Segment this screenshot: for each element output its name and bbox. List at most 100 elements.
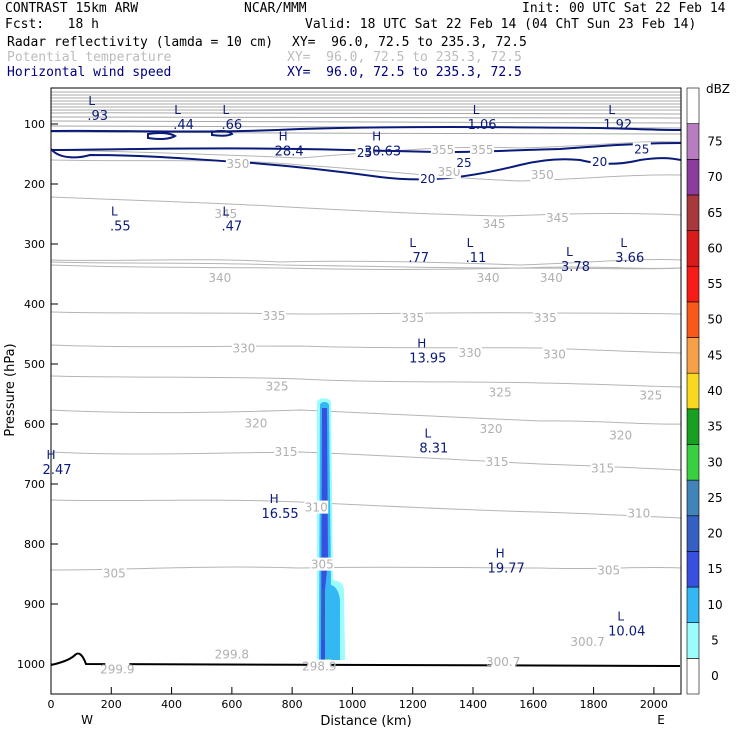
isentrope-label: 340 [540, 271, 563, 285]
isentrope-label-bg [479, 422, 504, 435]
isentrope-label-bg [430, 143, 455, 156]
isentrope-label: 355 [471, 143, 494, 157]
isentrope-label: 320 [245, 417, 268, 431]
colorbar-swatch [686, 408, 700, 445]
field-name-theta: Potential temperature [7, 50, 172, 65]
extremum-type: H [372, 130, 381, 144]
model-title: CONTRAST 15km ARW [5, 1, 139, 16]
colorbar-swatch [686, 265, 700, 303]
isentrope-label: 330 [232, 342, 255, 356]
colorbar-swatch [686, 515, 700, 552]
extremum-type: L [424, 427, 431, 441]
colorbar-unit: dBZ [706, 82, 730, 96]
colorbar-swatch [686, 194, 700, 231]
extremum-value: .77 [408, 251, 429, 266]
colorbar-swatch [686, 230, 700, 267]
x-tick-label: 800 [282, 698, 303, 711]
extremum-value: 16.55 [261, 507, 298, 522]
extremum-type: L [223, 103, 230, 117]
isentrope-label: 340 [208, 271, 231, 285]
extremum-type: L [473, 103, 480, 117]
extremum-value: 1.92 [603, 118, 632, 133]
wind-contour-label: 20 [592, 155, 607, 169]
extremum-value: .11 [466, 251, 487, 266]
valid-time: Valid: 18 UTC Sat 22 Feb 14 (04 ChT Sun … [305, 17, 697, 32]
colorbar-top-cap [686, 87, 700, 124]
x-tick-label: 1800 [580, 698, 608, 711]
y-tick-label: 300 [24, 238, 45, 251]
isentrope-label: 330 [459, 346, 482, 360]
x-axis-west-label: W [81, 713, 93, 727]
colorbar-level-label: 25 [707, 491, 722, 505]
y-tick-label: 100 [24, 118, 45, 131]
field-name-wind: Horizontal wind speed [7, 65, 172, 80]
colorbar-level-label: 35 [707, 420, 722, 434]
isentrope-label: 325 [639, 388, 662, 402]
extremum-type: H [270, 492, 279, 506]
isentrope-lines [51, 141, 681, 571]
stratosphere-isentropes [51, 91, 681, 135]
isentrope-label-bg [207, 270, 232, 284]
isentrope-label: 320 [609, 429, 632, 443]
isentrope-label: 310 [627, 507, 650, 521]
isentrope-label-bg [262, 309, 287, 323]
colorbar-level-label: 10 [707, 598, 722, 612]
isentrope-label-bg [542, 347, 567, 361]
isentrope-label: 325 [266, 379, 289, 393]
field-xy-wind: XY= 96.0, 72.5 to 235.3, 72.5 [287, 65, 522, 80]
y-tick-label: 400 [24, 298, 45, 311]
isentrope-label-bg [545, 210, 570, 224]
isentrope-label-bg [596, 563, 621, 577]
axes: 0 200 400 600 800 1000 1200 1400 1600 1800 2000 100… [17, 118, 668, 711]
init-time: Init: 00 UTC Sat 22 Feb 14 [522, 1, 726, 16]
isentrope-label-bg [476, 270, 501, 284]
colorbar-swatch [686, 301, 700, 338]
isentrope-label: 345 [483, 217, 506, 231]
y-axis-title: Pressure (hPa) [3, 343, 18, 436]
x-tick-label: 1200 [399, 698, 427, 711]
extremum-value: 1.06 [468, 118, 497, 133]
colorbar-swatch [686, 337, 700, 374]
isentrope-label-bg [102, 566, 127, 580]
isentrope-label-bg [470, 143, 495, 156]
isentrope-label-bg [491, 654, 516, 668]
extremum-type: L [174, 103, 181, 117]
wind-contour-label: 25 [456, 156, 471, 170]
extremum-value: 2.47 [43, 463, 72, 478]
colorbar-level-label: 65 [707, 206, 722, 220]
isentrope-labels: 355 355 350 350 350 345 345 345 340 340 340 335 335 3… [100, 143, 663, 677]
x-tick-label: 400 [161, 698, 182, 711]
isentrope-label: 305 [311, 558, 334, 572]
isentrope-label: 330 [543, 348, 566, 362]
extremum-value: 28.4 [275, 145, 304, 160]
isentrope-label: 299.8 [215, 648, 249, 662]
isentrope-label-bg [575, 635, 600, 648]
extremum-type: L [617, 610, 624, 624]
colorbar-level-label: 45 [707, 348, 722, 362]
isentrope-label-bg [638, 388, 663, 402]
extremum-type: H [47, 448, 56, 462]
colorbar-swatch [686, 372, 700, 410]
x-tick-label: 1400 [459, 698, 487, 711]
extremum-type: L [620, 236, 627, 250]
isentrope-label: 335 [534, 311, 557, 325]
isentrope-label-bg [539, 270, 564, 284]
colorbar-level-label: 55 [707, 277, 722, 291]
isentrope-label-bg [485, 455, 510, 468]
colorbar-level-label: 5 [711, 634, 719, 648]
wind-contour-label: 25 [634, 142, 649, 156]
isentrope-label-bg [626, 506, 651, 520]
colorbar-level-label: 0 [711, 669, 719, 683]
isentrope-label: 315 [591, 462, 614, 476]
x-tick-label: 1000 [338, 698, 366, 711]
isentrope-label: 320 [480, 422, 503, 436]
colorbar: 0 5 10 15 20 25 30 35 40 45 50 55 60 65 70 75 [686, 87, 723, 695]
colorbar-swatch [686, 551, 700, 588]
extremum-value: .93 [87, 109, 108, 124]
isentrope-label: 300.7 [570, 635, 604, 649]
extremum-value: 30.63 [364, 145, 401, 160]
reflectivity-shading [317, 398, 345, 660]
x-tick-label: 1600 [519, 698, 547, 711]
wind-contour-label-bg [632, 142, 651, 156]
